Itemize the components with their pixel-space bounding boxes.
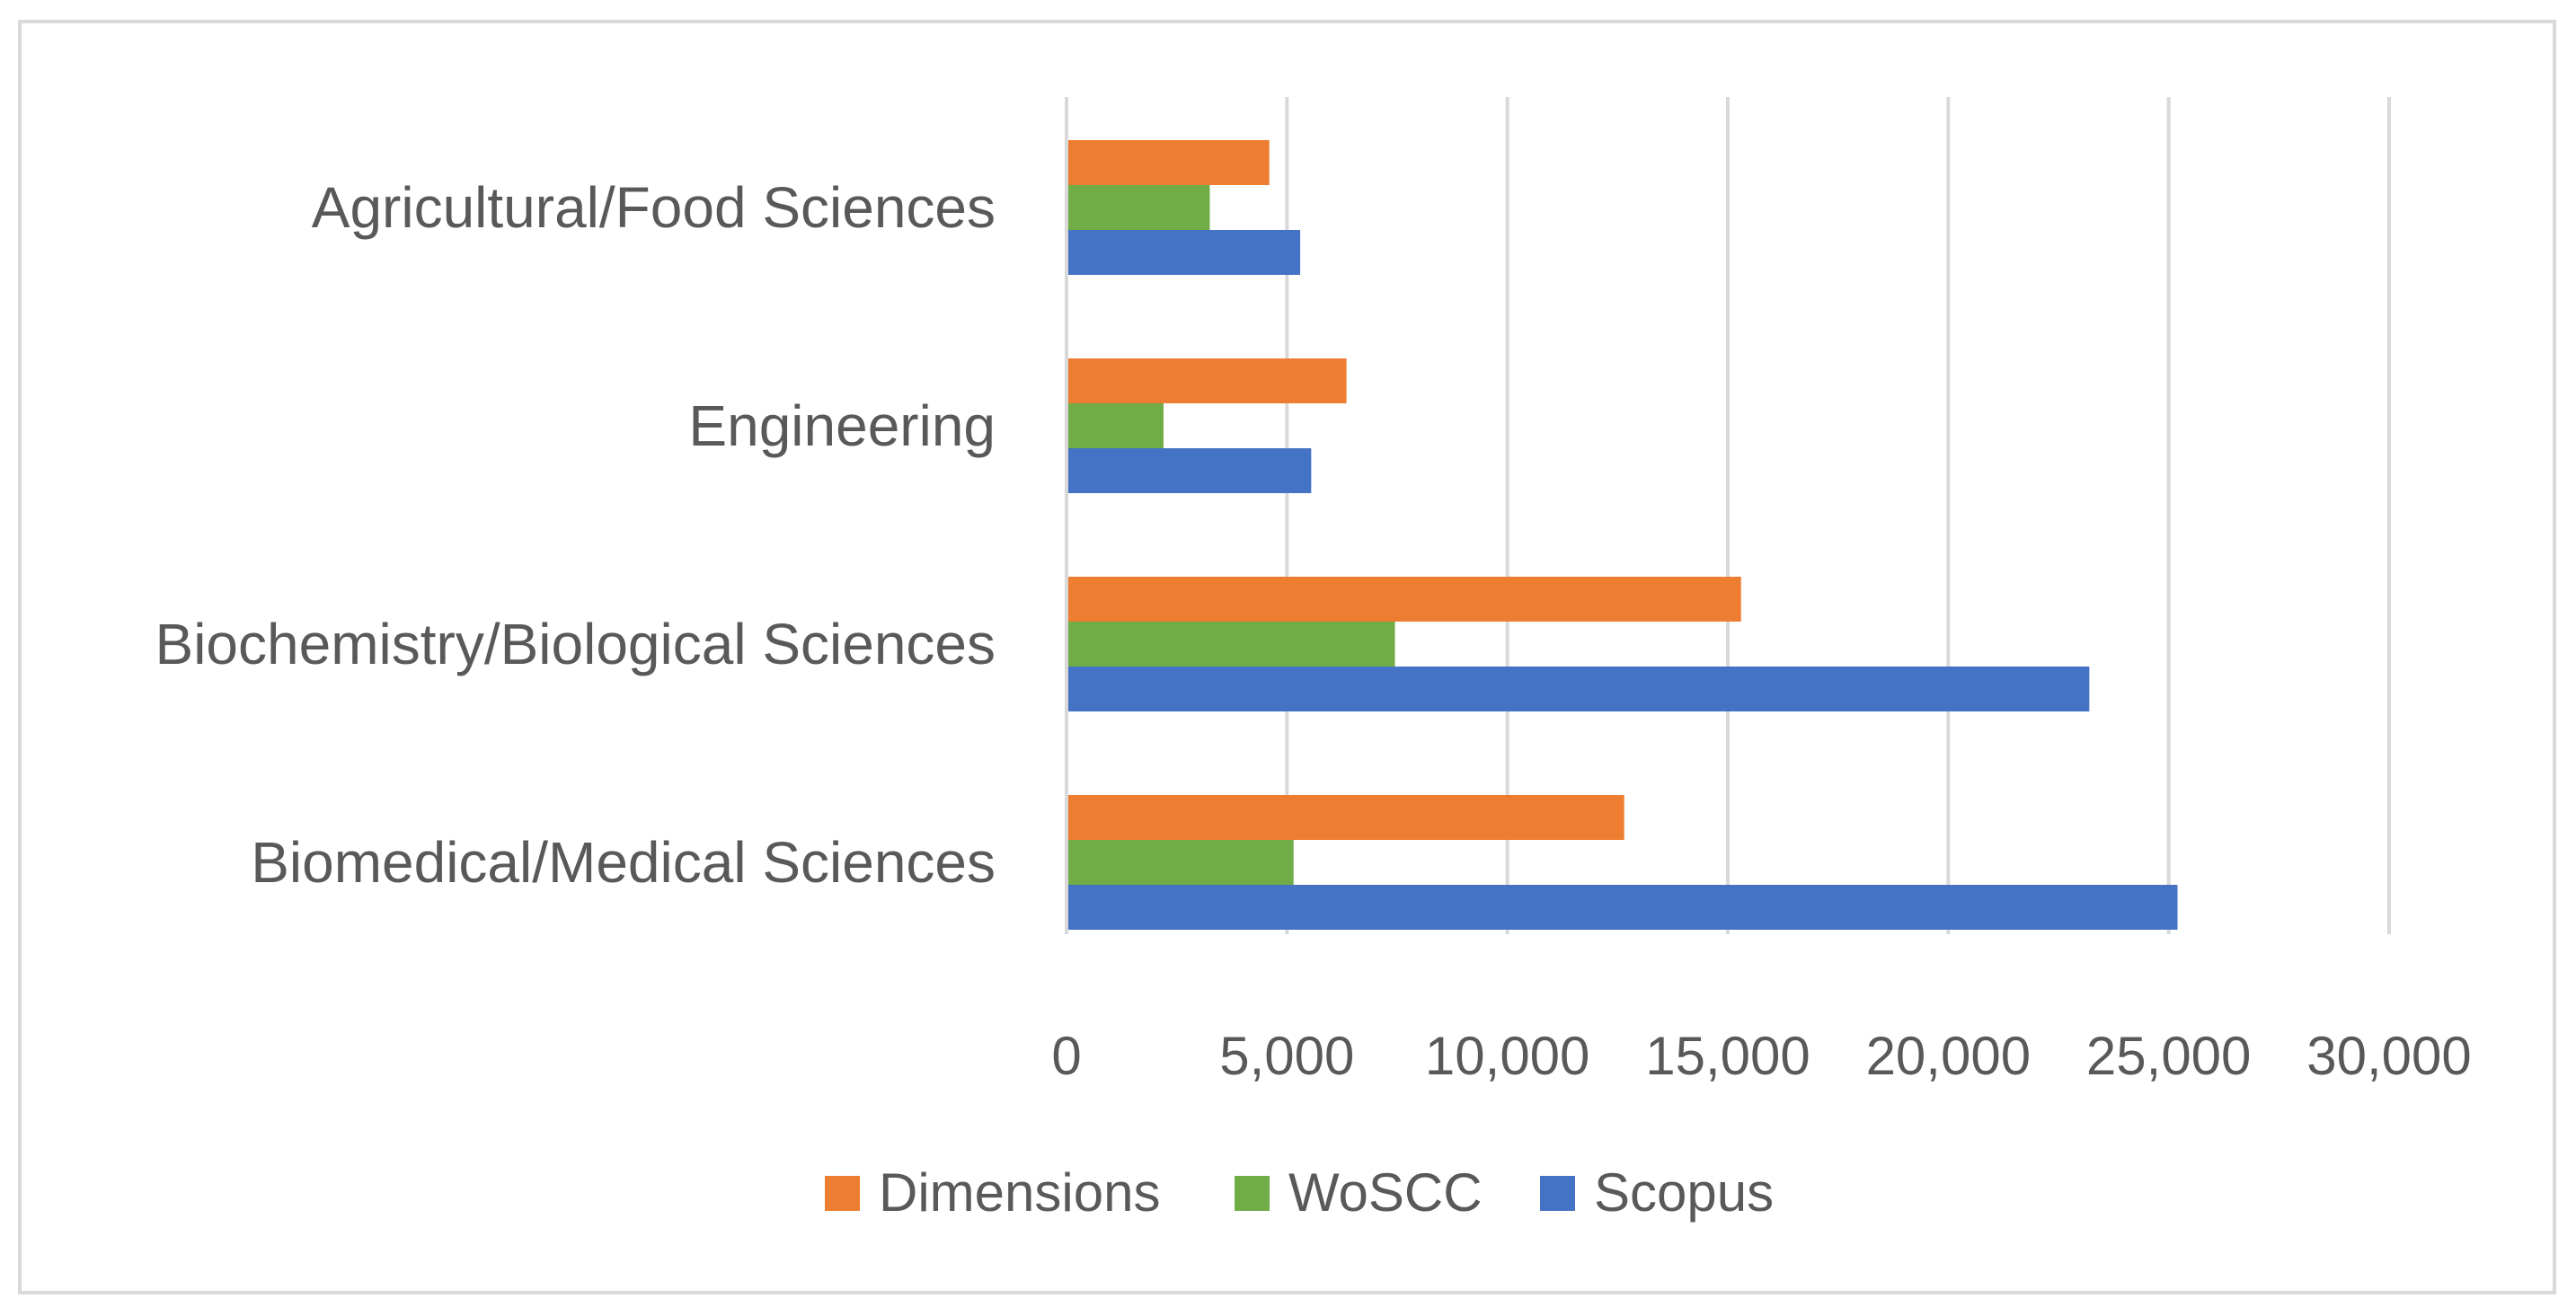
category-label: Engineering [688,393,996,458]
bar-woscc [1067,185,1210,230]
legend-swatch-dimensions [825,1176,860,1211]
bar-scopus [1067,230,1301,275]
x-tick-label: 30,000 [2306,1026,2472,1086]
x-tick-label: 15,000 [1645,1026,1810,1086]
x-tick-label: 5,000 [1219,1026,1354,1086]
category-label: Agricultural/Food Sciences [312,175,996,240]
legend-label-dimensions: Dimensions [879,1162,1160,1223]
x-tick-label: 0 [1051,1026,1081,1086]
category-label: Biomedical/Medical Sciences [251,830,996,895]
x-tick-label: 10,000 [1425,1026,1590,1086]
bar-dimensions [1067,795,1624,840]
legend-swatch-woscc [1235,1176,1270,1211]
legend-label-woscc: WoSCC [1288,1162,1483,1223]
bar-dimensions [1067,358,1347,403]
x-tick-label: 20,000 [1866,1026,2032,1086]
bar-dimensions [1067,140,1270,185]
category-label: Biochemistry/Biological Sciences [155,612,996,676]
bar-woscc [1067,840,1294,885]
bar-scopus [1067,667,2090,711]
x-tick-label: 25,000 [2086,1026,2252,1086]
bar-woscc [1067,403,1164,448]
legend-swatch-scopus [1540,1176,1575,1211]
bar-dimensions [1067,577,1741,622]
legend-label-scopus: Scopus [1594,1162,1774,1223]
bar-scopus [1067,448,1312,493]
bar-woscc [1067,622,1395,667]
bar-scopus [1067,885,2178,930]
